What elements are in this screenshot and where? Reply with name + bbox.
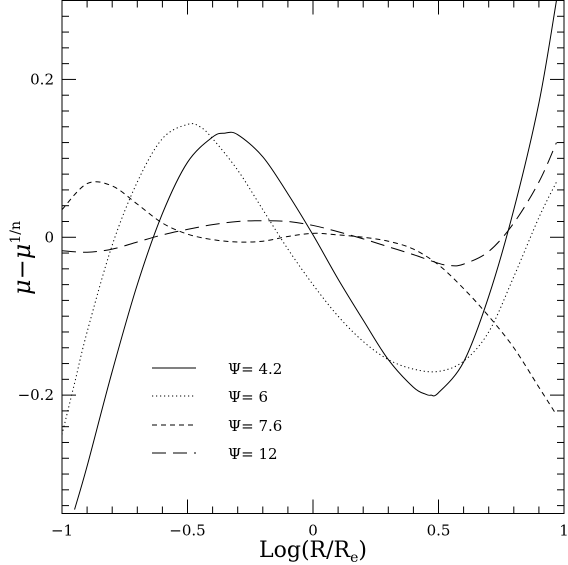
x-tick-label: 1 xyxy=(559,522,568,540)
y-axis-label: μ−μ1/n xyxy=(8,221,36,295)
legend-label-2: Ψ= 6 xyxy=(228,388,268,406)
tick-labels: −1 −0.5 0 0.5 1 −0.2 0 0.2 xyxy=(18,70,568,539)
legend-label-1: Ψ= 4.2 xyxy=(228,360,282,378)
y-axis-label-sup: 1/n xyxy=(8,221,24,244)
x-axis-label: Log(R/Re) xyxy=(259,538,367,565)
y-tick-label: −0.2 xyxy=(18,386,54,404)
x-tick-label: 0 xyxy=(308,522,318,540)
x-axis-label-main: Log(R/R xyxy=(259,538,351,563)
legend-label-4: Ψ= 12 xyxy=(228,445,278,463)
legend: Ψ= 4.2 Ψ= 6 Ψ= 7.6 Ψ= 12 xyxy=(152,360,282,463)
legend-label-3: Ψ= 7.6 xyxy=(228,417,282,435)
axis-ticks xyxy=(61,0,565,514)
x-axis-label-sub: e xyxy=(350,550,358,565)
y-axis-label-main: μ−μ xyxy=(8,244,36,295)
series-line-3 xyxy=(61,181,557,416)
plot-frame xyxy=(61,0,565,514)
series-line-2 xyxy=(61,123,557,435)
x-tick-label: 0.5 xyxy=(427,522,451,540)
series-line-1 xyxy=(74,0,557,510)
x-tick-label: −0.5 xyxy=(169,522,205,540)
y-tick-label: 0 xyxy=(44,228,54,246)
x-tick-label: −1 xyxy=(51,522,73,540)
series-lines xyxy=(61,0,557,510)
y-tick-label: 0.2 xyxy=(30,70,54,88)
series-line-4 xyxy=(61,142,557,267)
x-axis-label-tail: ) xyxy=(358,538,367,563)
